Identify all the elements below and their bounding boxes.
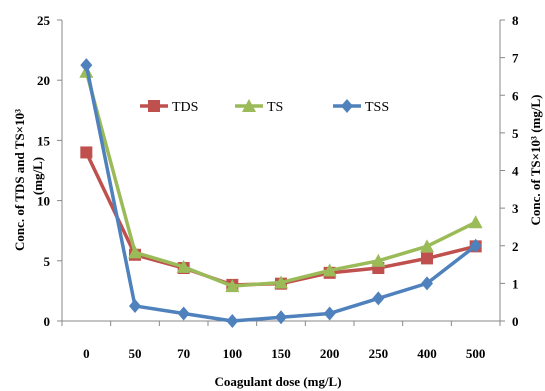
data-point-ts [128, 245, 142, 259]
data-point-ts [225, 279, 240, 293]
data-point-tss [226, 314, 239, 328]
y-right-tick-label: 7 [512, 51, 519, 66]
data-point-ts [176, 259, 191, 273]
legend-item-ts: TS [235, 99, 283, 115]
x-tick-label: 200 [320, 346, 340, 361]
data-point-ts [371, 253, 386, 267]
data-point-tss [372, 291, 385, 306]
series-tds [80, 146, 482, 291]
y-left-tick-label: 10 [37, 194, 50, 209]
data-point-tss [80, 58, 93, 73]
legend-marker-tss [341, 99, 353, 113]
legend-marker-ts [242, 99, 256, 112]
series-line-tds [84, 151, 477, 287]
x-tick-label: 100 [223, 346, 243, 361]
x-tick-label: 70 [177, 346, 190, 361]
data-point-tss [469, 238, 482, 253]
y-right-tick-label: 1 [512, 276, 519, 291]
y-left-tick-label: 25 [37, 13, 51, 28]
data-point-tds [421, 252, 433, 265]
y-right-tick-label: 4 [512, 164, 519, 179]
legend-marker-tds [148, 100, 160, 112]
data-point-tss [421, 276, 433, 291]
x-tick-label: 150 [271, 346, 291, 361]
legend-label-ts: TS [267, 100, 283, 115]
y-left-tick-label: 5 [44, 254, 51, 269]
y-left-tick-label: 15 [37, 133, 51, 148]
series-tss [80, 58, 482, 328]
data-point-tss [129, 298, 141, 313]
legend-item-tss: TSS [333, 99, 389, 115]
series-layer [79, 58, 483, 328]
data-point-tds [80, 146, 93, 159]
y-left-tick-label: 0 [44, 314, 51, 329]
x-tick-label: 400 [417, 346, 437, 361]
y-right-tick-label: 5 [512, 126, 519, 141]
data-point-ts [420, 239, 434, 253]
x-tick-label: 0 [83, 346, 90, 361]
data-point-ts [274, 275, 288, 289]
legend-label-tds: TDS [172, 100, 198, 115]
data-point-tss [323, 306, 336, 321]
legend: TDS TS TSS [140, 99, 389, 115]
data-point-tss [275, 310, 287, 325]
y-left-tick-label: 20 [37, 73, 50, 88]
x-tick-label: 500 [466, 346, 486, 361]
y-right-tick-label: 3 [512, 201, 519, 216]
y-axis-left-title-unit: (mg/L) [30, 157, 45, 195]
data-point-ts [468, 215, 483, 229]
legend-item-tds: TDS [140, 100, 198, 115]
y-right-tick-label: 6 [512, 88, 519, 103]
y-axis-left-title: Conc. of TDS and TS×10³ [12, 109, 27, 251]
data-point-ts [322, 263, 337, 277]
y-right-tick-label: 2 [512, 239, 519, 254]
data-point-tss [177, 306, 190, 321]
y-axis-right-title: Conc. of TS×10³ (mg/L) [528, 95, 543, 226]
y-right-tick-label: 0 [512, 314, 519, 329]
x-axis-title: Coagulant dose (mg/L) [214, 374, 341, 389]
y-right-tick-label: 8 [512, 13, 519, 28]
x-tick-label: 250 [369, 346, 389, 361]
legend-label-tss: TSS [365, 100, 389, 115]
x-tick-label: 50 [129, 346, 142, 361]
